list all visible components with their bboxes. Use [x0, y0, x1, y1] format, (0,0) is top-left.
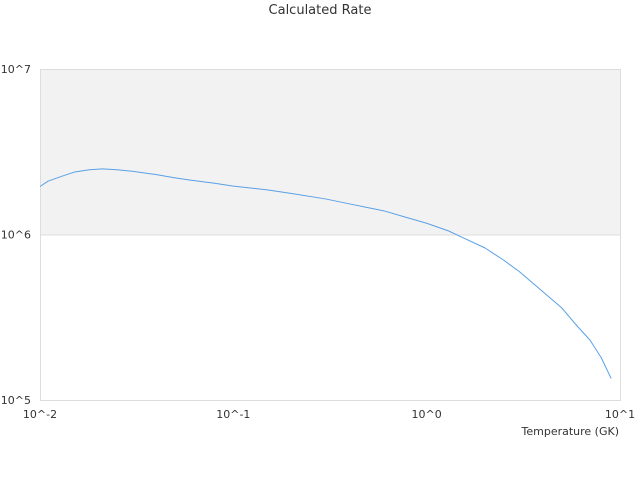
x-tick-label: 10^-1 — [216, 408, 250, 421]
x-tick-label: 10^1 — [605, 408, 635, 421]
series-line-0 — [39, 168, 612, 379]
x-axis-title: Temperature (GK) — [521, 425, 620, 438]
y-tick-label: 10^6 — [1, 229, 31, 242]
y-tick-label: 10^7 — [1, 63, 31, 76]
chart-title: Calculated Rate — [268, 3, 372, 18]
x-tick-label: 10^-2 — [23, 408, 57, 421]
shaded-band — [40, 69, 620, 235]
x-tick-label: 10^0 — [412, 408, 442, 421]
y-tick-label: 10^5 — [1, 394, 31, 407]
